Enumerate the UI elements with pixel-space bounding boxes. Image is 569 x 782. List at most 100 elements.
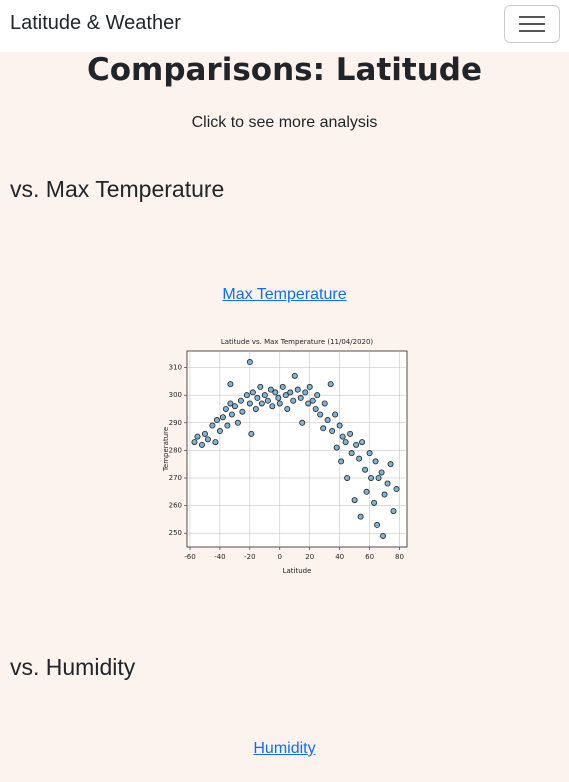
point	[338, 458, 345, 465]
section-heading: vs. Humidity	[10, 654, 136, 680]
point	[344, 474, 351, 481]
point	[227, 400, 234, 407]
y-tick-label: 260	[169, 502, 182, 510]
point	[290, 397, 297, 404]
point	[380, 532, 387, 539]
point	[347, 430, 354, 437]
point	[276, 400, 283, 407]
point	[329, 428, 336, 435]
point	[194, 433, 201, 440]
point	[348, 450, 355, 457]
point	[201, 430, 208, 437]
point	[387, 461, 394, 468]
y-tick-label: 250	[169, 529, 182, 537]
point	[279, 383, 286, 390]
point	[219, 414, 226, 421]
menu-toggle[interactable]	[504, 5, 560, 43]
x-tick-label: 80	[395, 553, 404, 561]
point	[239, 408, 246, 415]
point	[234, 419, 241, 426]
point	[291, 372, 298, 379]
point	[224, 422, 231, 429]
point	[267, 386, 274, 393]
point	[222, 405, 229, 412]
point	[275, 394, 282, 401]
point	[269, 403, 276, 410]
point	[191, 439, 198, 446]
point	[366, 450, 373, 457]
point	[333, 444, 340, 451]
point	[339, 433, 346, 440]
x-tick-label: 60	[365, 553, 374, 561]
point	[258, 400, 265, 407]
point	[384, 480, 391, 487]
section-link[interactable]: Humidity	[253, 740, 316, 757]
page-title: Comparisons: Latitude	[86, 52, 483, 88]
navbar: Latitude & Weather	[0, 0, 569, 52]
point	[252, 405, 259, 412]
point	[353, 441, 360, 448]
point	[309, 397, 316, 404]
point	[356, 455, 363, 462]
y-tick-label: 280	[169, 446, 182, 454]
point	[231, 403, 238, 410]
brand[interactable]: Latitude & Weather	[10, 12, 181, 34]
subtitle: Click to see more analysis	[191, 114, 378, 131]
point	[216, 428, 223, 435]
point	[237, 397, 244, 404]
point	[249, 389, 256, 396]
point	[212, 439, 219, 446]
point	[359, 439, 366, 446]
section-heading: vs. Max Temperature	[10, 176, 225, 202]
point	[332, 411, 339, 418]
x-tick-label: 40	[335, 553, 344, 561]
point	[297, 394, 304, 401]
x-tick-label: 20	[305, 553, 314, 561]
point	[363, 488, 370, 495]
chart-title: Latitude vs. Max Temperature (11/04/2020…	[221, 338, 374, 346]
point	[381, 491, 388, 498]
point	[284, 405, 291, 412]
y-tick-label: 300	[169, 391, 182, 399]
point	[393, 486, 400, 493]
point	[312, 405, 319, 412]
point	[227, 381, 234, 388]
point	[294, 386, 301, 393]
point	[246, 400, 253, 407]
point	[209, 422, 216, 429]
x-tick-label: -20	[244, 553, 255, 561]
plot-area	[186, 350, 408, 548]
x-axis-label: Latitude	[283, 567, 312, 575]
chart: Latitude vs. Max Temperature (11/04/2020…	[162, 338, 408, 575]
point	[228, 411, 235, 418]
point	[213, 417, 220, 424]
point	[204, 436, 211, 443]
point	[336, 422, 343, 429]
section-link[interactable]: Max Temperature	[222, 286, 347, 303]
point	[324, 417, 331, 424]
point	[248, 430, 255, 437]
y-tick-label: 310	[169, 364, 182, 372]
point	[282, 392, 289, 399]
point	[368, 474, 375, 481]
point	[246, 359, 253, 366]
point	[375, 474, 382, 481]
point	[305, 400, 312, 407]
point	[351, 497, 358, 504]
point	[371, 499, 378, 506]
point	[320, 425, 327, 432]
point	[264, 397, 271, 404]
y-tick-label: 290	[169, 419, 182, 427]
y-axis-label: Temperature	[162, 427, 170, 472]
point	[357, 513, 364, 520]
point	[261, 392, 268, 399]
point	[321, 400, 328, 407]
point	[390, 508, 397, 515]
point	[198, 441, 205, 448]
point	[362, 466, 369, 473]
point	[254, 394, 261, 401]
point	[287, 389, 294, 396]
point	[314, 392, 321, 399]
x-tick-label: -40	[214, 553, 225, 561]
